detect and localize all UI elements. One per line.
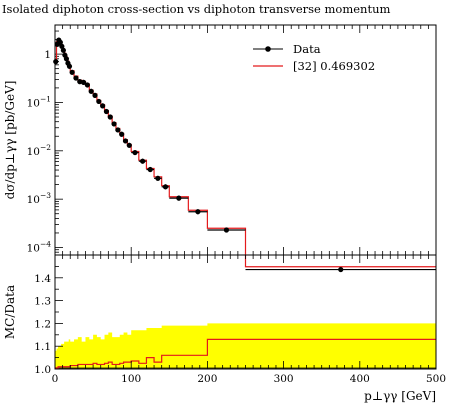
data-point (223, 227, 230, 233)
data-point (195, 209, 201, 215)
data-point (100, 103, 106, 109)
data-point (107, 114, 113, 120)
data-point (162, 184, 169, 190)
main-y-tick-label: 10−1 (27, 94, 51, 109)
main-y-tick-label: 10−2 (27, 143, 52, 158)
data-point (122, 138, 129, 144)
data-point (92, 92, 98, 98)
ratio-y-tick-label: 1.3 (34, 296, 51, 308)
main-y-tick-label: 1 (44, 49, 51, 61)
data-point (147, 166, 153, 173)
data-point (59, 43, 65, 49)
main-y-axis-label: dσ/dp⊥γγ [pb/GeV] (3, 81, 17, 200)
ratio-x-tick-label: 0 (52, 373, 59, 385)
main-plot-frame (54, 24, 437, 256)
main-y-tick-exponent: −4 (40, 240, 51, 249)
data-point (84, 82, 90, 88)
data-point (73, 75, 79, 81)
data-point (338, 266, 344, 273)
ratio-y-axis-label: MC/Data (3, 285, 17, 339)
data-point (176, 195, 182, 201)
data-point (155, 175, 161, 181)
data-point (66, 63, 73, 69)
data-point (111, 121, 117, 127)
data-point (69, 69, 75, 75)
ratio-x-tick-label: 400 (350, 373, 370, 385)
data-point (115, 127, 121, 133)
ratio-x-tick-label: 500 (426, 373, 446, 385)
data-point (96, 98, 102, 105)
main-panel: 1 10−1 10−2 10−3 10−4 dσ/dp⊥γγ [pb/GeV] Data… (3, 24, 437, 273)
ratio-y-tick-label: 1.0 (34, 364, 51, 376)
legend-mc-label: [32] 0.469302 (293, 59, 375, 73)
data-point (60, 47, 66, 53)
ratio-mc-line (55, 338, 436, 369)
legend: Data [32] 0.469302 (253, 42, 375, 73)
ratio-y-tick-label: 1.1 (34, 341, 51, 353)
mc-histogram-line (55, 38, 436, 268)
main-y-tick-exponent: −3 (40, 191, 51, 200)
legend-data-marker (265, 46, 271, 52)
ratio-panel: 1.0 1.1 1.2 1.3 1.4 0 100 200 300 400 500 MC/Data… (3, 254, 446, 403)
ratio-y-tick-label: 1.4 (34, 273, 51, 285)
main-y-tick-exponent: −1 (40, 94, 51, 103)
data-point (57, 39, 63, 45)
data-point (126, 142, 132, 148)
x-axis-label: p⊥γγ [GeV] (364, 389, 436, 403)
chart-title: Isolated diphoton cross-section vs dipho… (2, 2, 390, 16)
data-point (140, 158, 146, 164)
data-point (103, 108, 110, 115)
data-point (53, 58, 59, 65)
legend-data-label: Data (293, 42, 321, 56)
data-point (88, 88, 94, 94)
main-y-tick-label: 10−4 (27, 240, 52, 255)
data-point (119, 131, 125, 137)
data-point (80, 79, 87, 85)
ratio-x-tick-label: 200 (197, 373, 217, 385)
main-y-tick-exponent: −2 (40, 143, 51, 152)
main-y-tick-label: 10−3 (27, 191, 52, 206)
data-point (63, 56, 70, 62)
ratio-x-tick-label: 300 (274, 373, 294, 385)
ratio-x-tick-label: 100 (121, 373, 141, 385)
data-point (132, 149, 138, 156)
ratio-y-tick-label: 1.2 (34, 318, 51, 330)
